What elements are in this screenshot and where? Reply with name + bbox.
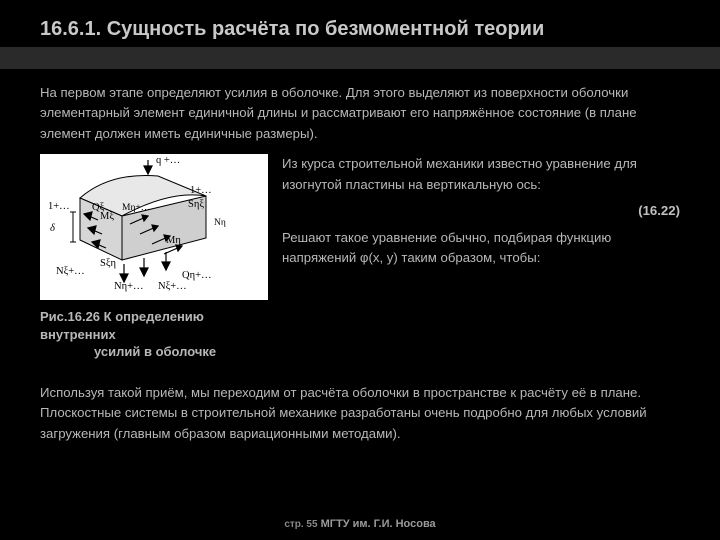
fig-label-qeta: Qη+… — [182, 271, 212, 282]
figure-caption-line1: Рис.16.26 К определению внутренних — [40, 309, 204, 342]
figure-diagram: q +… 1+… 1+… δ Qξ Mξ Mη+… Sηξ Nη Mη Sξη … — [40, 154, 268, 300]
fig-label-one-top: 1+… — [48, 202, 70, 213]
equation-number: (16.22) — [282, 201, 680, 221]
fig-label-neta2: Nη — [214, 219, 226, 229]
right-para-2: Решают такое уравнение обычно, подбирая … — [282, 228, 680, 269]
fig-label-one-right: 1+… — [190, 186, 212, 197]
intro-paragraph: На первом этапе определяют усилия в обол… — [40, 83, 680, 144]
fig-label-sxn: Sξη — [100, 259, 116, 270]
fig-label-delta: δ — [50, 224, 55, 235]
fig-label-nxi2: Nξ+… — [158, 282, 187, 293]
title-underline-bar — [0, 47, 720, 69]
figure-and-text-row: q +… 1+… 1+… δ Qξ Mξ Mη+… Sηξ Nη Mη Sξη … — [40, 154, 680, 361]
page-number: стр. 55 — [284, 519, 317, 530]
figure-caption: Рис.16.26 К определению внутренних усили… — [40, 308, 268, 361]
closing-paragraph: Используя такой приём, мы переходим от р… — [40, 383, 680, 444]
right-text-column: Из курса строительной механики известно … — [282, 154, 680, 274]
fig-label-snk: Sηξ — [188, 200, 204, 211]
fig-label-meta2: Mη — [166, 236, 181, 247]
slide-title: 16.6.1. Сущность расчёта по безмоментной… — [40, 18, 680, 41]
shell-element-diagram — [40, 154, 268, 300]
fig-label-neta: Nη+… — [114, 282, 144, 293]
right-para-1: Из курса строительной механики известно … — [282, 154, 680, 195]
slide-footer: стр. 55 МГТУ им. Г.И. Носова — [0, 518, 720, 530]
fig-label-mxi: Mξ — [100, 212, 114, 223]
fig-label-meta: Mη+… — [122, 204, 150, 214]
figure-block: q +… 1+… 1+… δ Qξ Mξ Mη+… Sηξ Nη Mη Sξη … — [40, 154, 268, 361]
fig-label-nxi: Nξ+… — [56, 267, 85, 278]
fig-label-q: q +… — [156, 156, 180, 167]
figure-caption-line2: усилий в оболочке — [40, 343, 268, 361]
footer-org: МГТУ им. Г.И. Носова — [321, 518, 436, 530]
